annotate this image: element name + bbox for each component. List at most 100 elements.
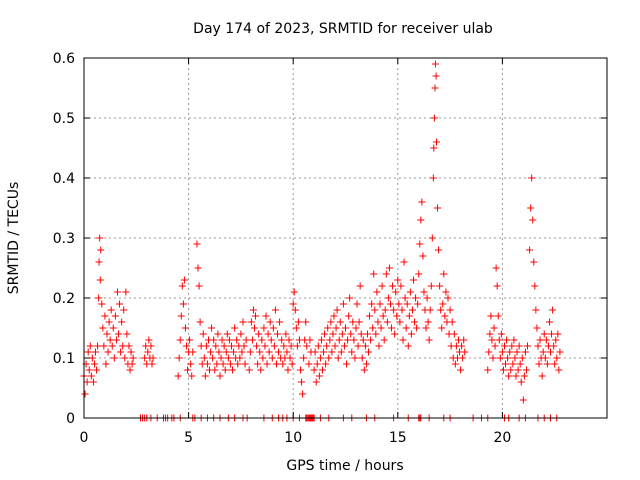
data-point <box>115 330 123 338</box>
y-tick-label: 0.4 <box>53 171 75 187</box>
data-point <box>339 300 347 308</box>
data-point <box>440 270 448 278</box>
data-point <box>521 348 529 356</box>
data-point <box>332 324 340 332</box>
data-point <box>240 342 248 350</box>
data-point <box>174 372 182 380</box>
data-point <box>459 354 467 362</box>
data-point <box>424 318 432 326</box>
data-point <box>366 312 374 320</box>
data-point <box>511 354 519 362</box>
data-point <box>439 300 447 308</box>
data-point <box>113 288 121 296</box>
data-point <box>144 348 152 356</box>
data-point <box>411 318 419 326</box>
data-point <box>427 282 435 290</box>
data-point <box>391 330 399 338</box>
data-point <box>103 330 111 338</box>
data-point <box>238 348 246 356</box>
data-point <box>378 282 386 290</box>
data-point <box>99 324 107 332</box>
data-point <box>264 330 272 338</box>
data-point <box>356 282 364 290</box>
data-point <box>218 336 226 344</box>
data-point <box>128 360 136 368</box>
data-point <box>536 336 544 344</box>
data-point <box>348 348 356 356</box>
data-point <box>117 348 125 356</box>
data-point <box>256 348 264 356</box>
data-point <box>422 324 430 332</box>
data-point <box>405 312 413 320</box>
data-point <box>486 330 494 338</box>
data-point <box>297 366 305 374</box>
data-point <box>337 348 345 356</box>
data-point <box>381 306 389 314</box>
data-point <box>293 342 301 350</box>
data-point <box>532 306 540 314</box>
data-point <box>446 306 454 314</box>
data-point <box>490 324 498 332</box>
data-point <box>257 366 265 374</box>
data-point <box>386 300 394 308</box>
data-point <box>221 366 229 374</box>
data-point <box>379 312 387 320</box>
data-point <box>96 234 104 242</box>
data-point <box>547 348 555 356</box>
data-point <box>371 306 379 314</box>
data-point <box>213 360 221 368</box>
data-point <box>461 348 469 356</box>
data-point <box>283 348 291 356</box>
data-point <box>271 306 279 314</box>
data-point <box>432 72 440 80</box>
data-point <box>368 300 376 308</box>
data-point <box>265 348 273 356</box>
data-point <box>275 348 283 356</box>
x-tick-label: 20 <box>493 430 511 446</box>
data-point <box>448 318 456 326</box>
data-point <box>234 360 242 368</box>
data-point <box>430 144 438 152</box>
data-point <box>354 342 362 350</box>
data-point <box>395 300 403 308</box>
data-point <box>370 270 378 278</box>
data-point <box>509 360 517 368</box>
data-point <box>195 282 203 290</box>
data-point <box>100 342 108 350</box>
data-point <box>227 342 235 350</box>
y-tick-label: 0.3 <box>53 231 75 247</box>
data-point <box>357 330 365 338</box>
data-point <box>211 366 219 374</box>
data-point <box>88 354 96 362</box>
data-point <box>224 354 232 362</box>
data-point <box>122 288 130 296</box>
data-point <box>404 342 412 350</box>
data-point <box>419 252 427 260</box>
data-point <box>236 354 244 362</box>
data-point <box>549 306 557 314</box>
data-point <box>503 336 511 344</box>
data-point <box>216 372 224 380</box>
data-point <box>450 330 458 338</box>
data-point <box>178 282 186 290</box>
x-tick-label: 5 <box>184 430 193 446</box>
data-point <box>413 324 421 332</box>
data-point <box>352 324 360 332</box>
data-point <box>431 84 439 92</box>
data-point <box>242 336 250 344</box>
data-point <box>230 348 238 356</box>
data-point <box>539 348 547 356</box>
data-point <box>233 336 241 344</box>
data-point <box>148 360 156 368</box>
data-point <box>212 342 220 350</box>
data-point <box>522 366 530 374</box>
data-point <box>351 354 359 362</box>
x-tick-label: 15 <box>389 430 407 446</box>
data-point <box>327 318 335 326</box>
data-point <box>508 342 516 350</box>
data-point <box>506 348 514 356</box>
data-point <box>290 288 298 296</box>
data-point <box>123 330 131 338</box>
data-point <box>340 342 348 350</box>
